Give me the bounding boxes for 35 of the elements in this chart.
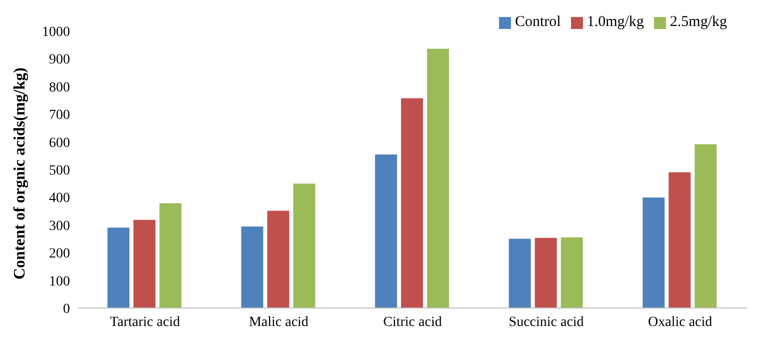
legend-label: Control — [514, 14, 561, 30]
y-tick-label: 700 — [49, 108, 70, 124]
bar — [694, 144, 717, 308]
legend-label: 1.0mg/kg — [586, 14, 644, 30]
bar — [107, 228, 130, 308]
y-tick-label: 100 — [49, 274, 70, 290]
y-tick-label: 500 — [49, 163, 70, 178]
x-tick-label: Malic acid — [248, 314, 308, 330]
y-axis-title: Content of orgnic acids(mg/kg) — [12, 68, 29, 280]
bar — [159, 203, 182, 308]
x-tick-label: Citric acid — [383, 314, 442, 330]
y-tick-label: 600 — [49, 136, 70, 151]
bar — [375, 154, 398, 308]
bar — [560, 237, 583, 308]
y-tick-label: 800 — [49, 80, 70, 96]
bar — [241, 226, 264, 308]
bar — [508, 238, 531, 308]
y-tick-label: 400 — [49, 191, 70, 206]
bar — [401, 98, 424, 308]
x-tick-label: Tartaric acid — [110, 314, 180, 330]
bar — [267, 210, 290, 308]
bar — [427, 48, 450, 308]
legend-label: 2.5mg/kg — [670, 14, 727, 30]
y-tick-label: 200 — [49, 246, 70, 262]
y-tick-label: 900 — [49, 52, 70, 68]
x-tick-label: Succinic acid — [508, 314, 584, 330]
y-tick-label: 300 — [49, 218, 70, 234]
bar — [293, 184, 316, 308]
bar — [133, 220, 156, 308]
y-tick-label: 1000 — [42, 24, 70, 40]
x-tick-label: Oxalic acid — [648, 314, 712, 330]
bar — [534, 238, 557, 308]
bar — [642, 197, 665, 308]
bar — [668, 172, 691, 308]
y-tick-label: 0 — [63, 302, 70, 317]
